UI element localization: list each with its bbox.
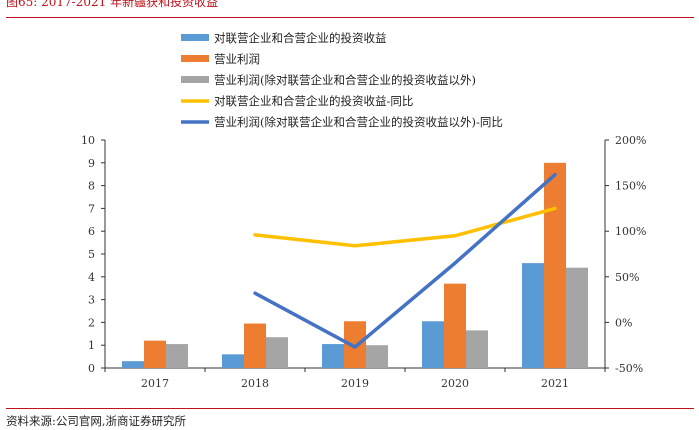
y-right-tick-label: 0% xyxy=(615,316,632,329)
bar-operating-profit-2020 xyxy=(444,283,466,368)
bar-profit-excl-jv-2018 xyxy=(266,337,288,368)
bar-operating-profit-2019 xyxy=(344,321,366,368)
y-right-tick-label: 100% xyxy=(615,225,646,238)
line-jv-income-yoy xyxy=(253,206,557,248)
legend-label-0: 对联营企业和合营企业的投资收益 xyxy=(214,31,387,45)
bar-operating-profit-2018 xyxy=(244,323,266,368)
figure-title: 图65: 2017-2021 年新疆获和投资收益 xyxy=(6,0,219,9)
source-note: 资料来源:公司官网,浙商证券研究所 xyxy=(6,414,187,428)
x-tick-label: 2018 xyxy=(241,377,269,390)
y-left-tick-label: 8 xyxy=(88,180,95,193)
legend-label-4: 营业利润(除对联营企业和合营企业的投资收益以外)-同比 xyxy=(214,115,503,129)
bar-profit-excl-jv-2019 xyxy=(366,345,388,368)
bar-operating-profit-2017 xyxy=(144,340,166,368)
y-left-tick-label: 10 xyxy=(81,134,95,147)
legend-label-1: 营业利润 xyxy=(214,52,260,66)
bar-jv-income-2020 xyxy=(422,321,444,368)
bar-profit-excl-jv-2017 xyxy=(166,344,188,368)
bar-profit-excl-jv-2020 xyxy=(466,330,488,368)
legend-swatch-0 xyxy=(181,34,209,41)
y-right-tick-label: 200% xyxy=(615,134,646,147)
y-left-tick-label: 0 xyxy=(88,362,95,375)
y-right-tick-label: 150% xyxy=(615,180,646,193)
y-right-tick-label: 50% xyxy=(615,271,639,284)
legend-label-3: 对联营企业和合营企业的投资收益-同比 xyxy=(214,94,413,108)
y-left-tick-label: 6 xyxy=(88,225,95,238)
title-divider xyxy=(6,17,694,18)
bar-jv-income-2019 xyxy=(322,344,344,368)
legend-swatch-2 xyxy=(181,76,209,83)
bar-operating-profit-2021 xyxy=(544,162,566,368)
bar-jv-income-2017 xyxy=(122,361,144,368)
line-profit-excl-jv-yoy xyxy=(253,172,557,349)
legend-label-2: 营业利润(除对联营企业和合营企业的投资收益以外) xyxy=(214,73,476,87)
footer-divider xyxy=(6,408,694,409)
y-left-tick-label: 3 xyxy=(88,294,95,307)
x-tick-label: 2021 xyxy=(541,377,569,390)
y-right-tick-label: -50% xyxy=(615,362,643,375)
y-left-tick-label: 4 xyxy=(88,271,95,284)
combo-chart: 0 1 2 3 4 5 6 7 8 9 10 -50% 0% 50% 100% 150% 200% 2017 201… xyxy=(81,31,646,390)
legend-swatch-1 xyxy=(181,55,209,62)
y-left-tick-label: 2 xyxy=(88,316,95,329)
bar-profit-excl-jv-2021 xyxy=(566,267,588,368)
bar-jv-income-2021 xyxy=(522,263,544,368)
x-tick-label: 2020 xyxy=(441,377,469,390)
y-left-tick-label: 5 xyxy=(88,248,95,261)
y-left-tick-label: 7 xyxy=(88,202,95,215)
bar-jv-income-2018 xyxy=(222,354,244,368)
x-tick-label: 2017 xyxy=(141,377,169,390)
y-left-tick-label: 1 xyxy=(88,339,95,352)
y-left-tick-label: 9 xyxy=(88,157,95,170)
x-tick-label: 2019 xyxy=(341,377,369,390)
